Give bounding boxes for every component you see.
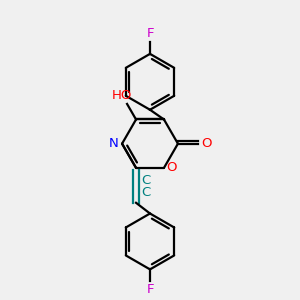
Text: N: N	[109, 137, 119, 150]
Text: O: O	[167, 161, 177, 174]
Text: C: C	[141, 174, 151, 187]
Text: C: C	[141, 186, 151, 199]
Text: F: F	[146, 27, 154, 40]
Text: F: F	[146, 284, 154, 296]
Text: O: O	[202, 137, 212, 150]
Text: HO: HO	[112, 89, 132, 102]
